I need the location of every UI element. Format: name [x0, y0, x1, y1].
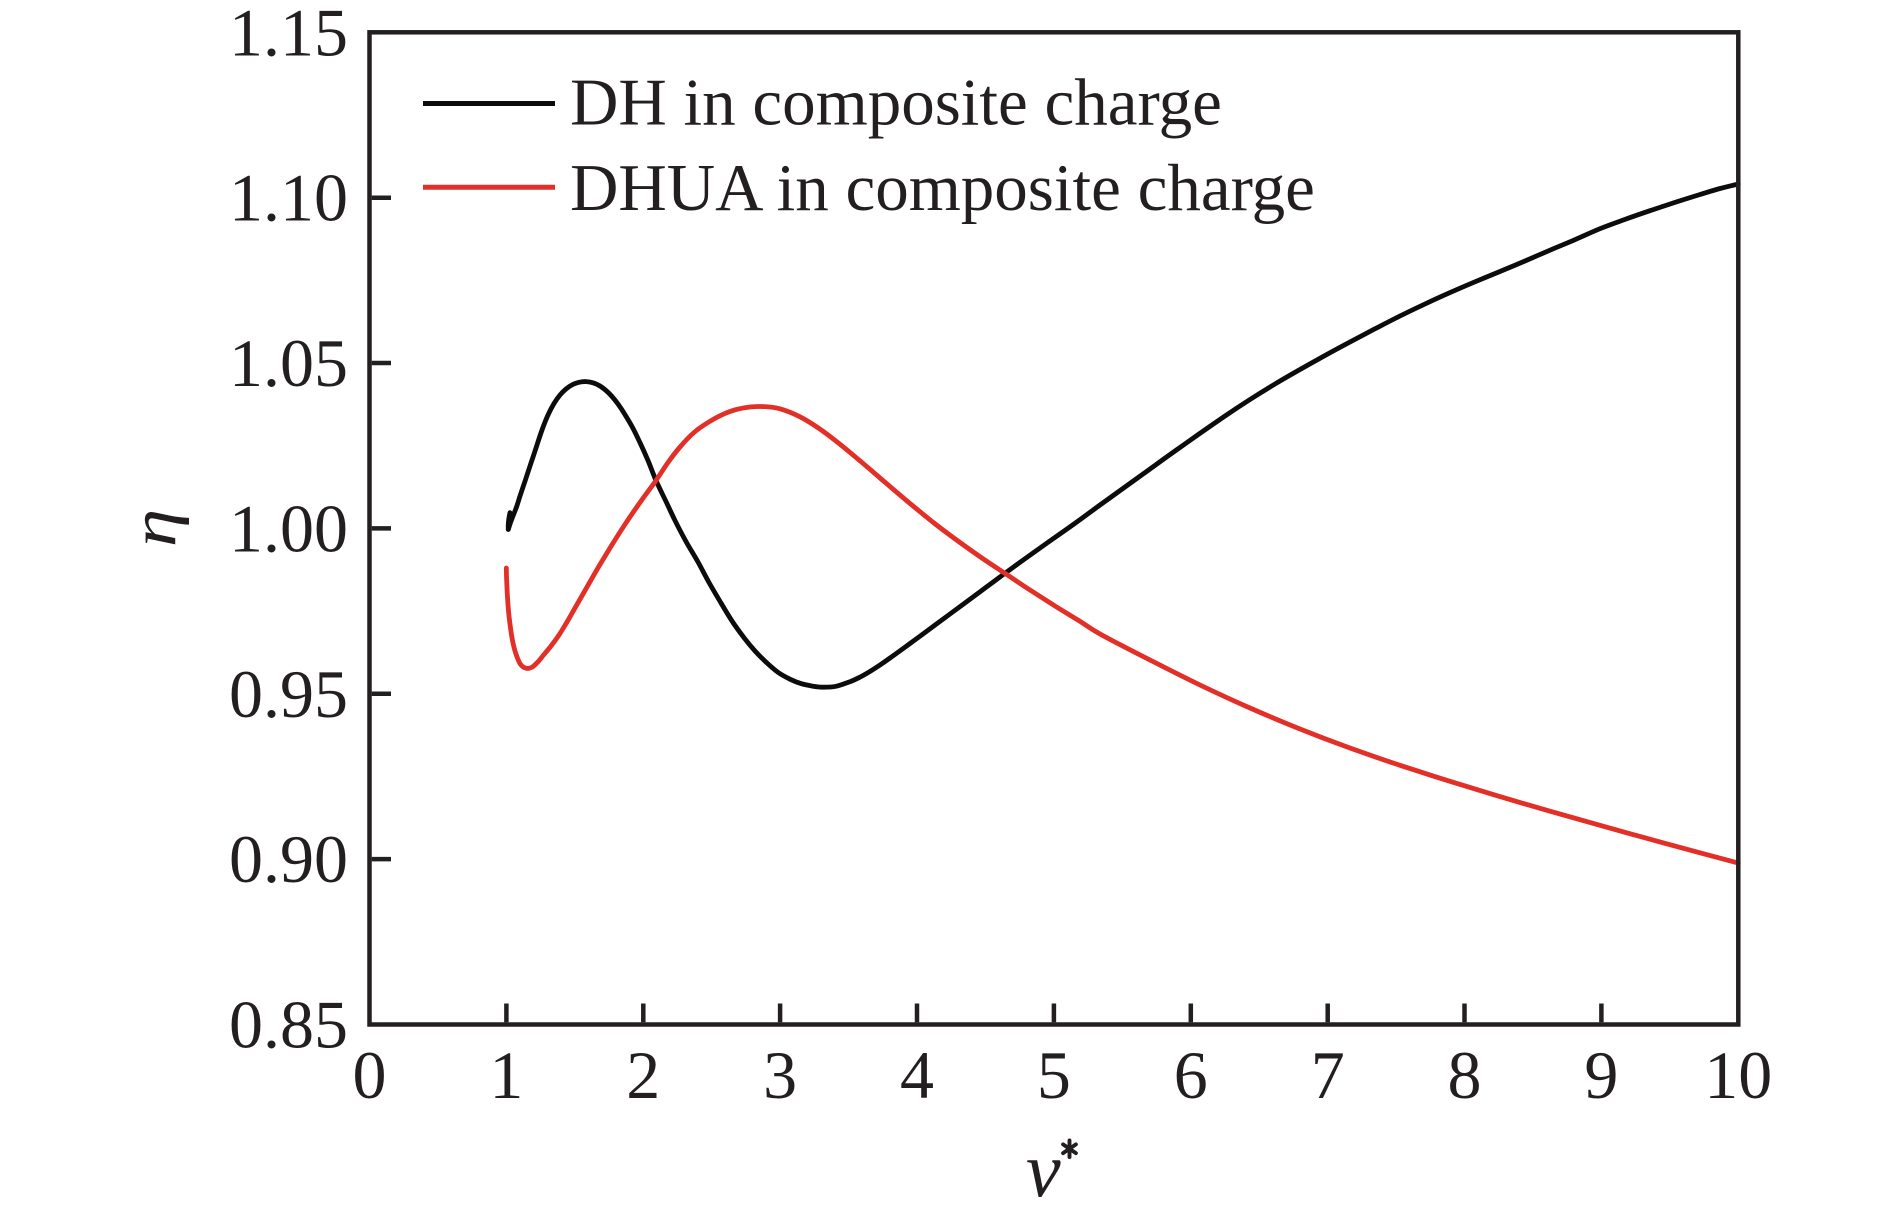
svg-text:1.15: 1.15	[229, 0, 348, 70]
svg-text:0.85: 0.85	[229, 987, 348, 1063]
svg-text:1: 1	[489, 1037, 523, 1113]
svg-text:9: 9	[1584, 1037, 1618, 1113]
svg-text:2: 2	[626, 1037, 660, 1113]
svg-text:7: 7	[1311, 1037, 1345, 1113]
svg-text:v: v	[1026, 1126, 1061, 1213]
svg-text:5: 5	[1037, 1037, 1071, 1113]
svg-text:0: 0	[353, 1037, 387, 1113]
svg-text:10: 10	[1704, 1037, 1772, 1113]
svg-text:0.95: 0.95	[229, 656, 348, 732]
svg-text:1.10: 1.10	[229, 160, 348, 236]
svg-text:4: 4	[900, 1037, 934, 1113]
svg-text:1.05: 1.05	[229, 325, 348, 401]
svg-text:η: η	[118, 509, 190, 547]
svg-text:DHUA in composite charge: DHUA in composite charge	[570, 151, 1315, 225]
svg-text:8: 8	[1448, 1037, 1482, 1113]
svg-text:0.90: 0.90	[229, 821, 348, 897]
svg-text:1.00: 1.00	[229, 490, 348, 566]
svg-text:6: 6	[1174, 1037, 1208, 1113]
svg-text:DH in composite charge: DH in composite charge	[570, 66, 1222, 140]
svg-text:3: 3	[763, 1037, 797, 1113]
